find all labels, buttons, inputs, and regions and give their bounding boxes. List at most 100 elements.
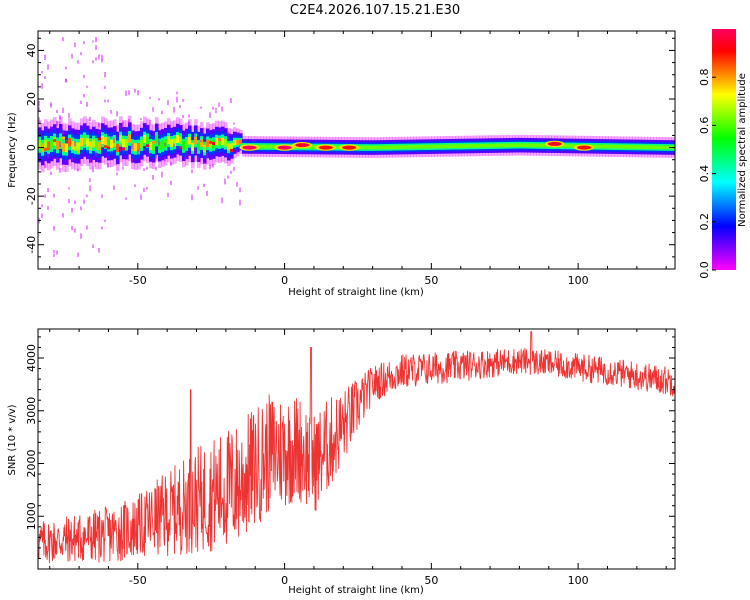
spectrogram-cell: [569, 144, 573, 148]
spectrogram-speckle: [167, 192, 169, 198]
spectrogram-cell: [572, 144, 576, 148]
spectrogram-x-tick-label: 50: [424, 274, 438, 287]
spectrogram-speckle: [74, 141, 76, 147]
spectrogram-cell: [116, 143, 120, 153]
spectrogram-speckle: [80, 233, 82, 239]
snr-y-tick-label: 4000: [25, 344, 38, 372]
spectrogram-speckle: [104, 71, 106, 78]
spectrogram-cell: [110, 139, 114, 148]
spectrogram-speckle: [68, 187, 70, 190]
spectrogram-speckle: [41, 71, 43, 74]
spectrogram-speckle: [44, 194, 46, 198]
spectrogram-cell: [161, 140, 165, 149]
spectrogram-cell: [314, 145, 318, 149]
spectrogram-speckle: [44, 163, 46, 168]
spectrogram-cell: [272, 144, 276, 149]
spectrogram-speckle: [230, 98, 232, 103]
spectrogram-speckle: [170, 180, 172, 185]
spectrogram-speckle: [164, 142, 166, 147]
spectrogram-speckle: [83, 94, 85, 98]
spectrogram-cell: [485, 143, 489, 148]
spectrogram-speckle: [95, 57, 97, 61]
spectrogram-speckle: [65, 160, 67, 163]
spectrogram-speckle: [68, 125, 70, 131]
spectrogram-cell: [500, 143, 504, 148]
spectrogram-cell: [197, 143, 201, 151]
spectrogram-hot-spot: [295, 143, 310, 148]
spectrogram-cell: [410, 145, 414, 149]
spectrogram-heatmap: [38, 37, 675, 258]
spectrogram-speckle: [95, 37, 97, 43]
spectrogram-cell: [425, 144, 429, 149]
spectrogram-cell: [206, 139, 210, 148]
colorbar-tick-label: 0.6: [698, 117, 711, 134]
spectrogram-speckle: [80, 100, 82, 104]
spectrogram-hot-spot: [547, 141, 562, 146]
spectrogram-cell: [542, 143, 546, 148]
spectrogram-speckle: [86, 225, 88, 230]
spectrogram-hot-pixel: [212, 142, 216, 146]
snr-y-axis-label: SNR (10 * v/v): [7, 404, 18, 475]
spectrogram-cell: [437, 144, 441, 149]
spectrogram-y-axis-label: Frequency (Hz): [7, 112, 18, 188]
spectrogram-hot-pixel: [230, 148, 234, 152]
spectrogram-cell: [65, 143, 69, 153]
spectrogram-speckle: [83, 199, 85, 204]
spectrogram-speckle: [74, 228, 76, 233]
spectrogram-cell: [209, 141, 213, 149]
spectrogram-cell: [656, 145, 660, 150]
spectrogram-cell: [494, 143, 498, 148]
spectrogram-cell: [335, 145, 339, 150]
spectrogram-cell: [59, 136, 63, 146]
spectrogram-speckle: [131, 143, 133, 149]
spectrogram-speckle: [89, 185, 91, 192]
spectrogram-cell: [452, 144, 456, 149]
spectrogram-speckle: [44, 76, 46, 79]
colorbar-gradient: [712, 29, 736, 270]
spectrogram-cell: [518, 143, 522, 147]
spectrogram-speckle: [236, 181, 238, 187]
spectrogram-speckle: [164, 157, 166, 162]
spectrogram-speckle: [47, 206, 49, 210]
spectrogram-cell: [77, 142, 81, 151]
spectrogram-speckle: [239, 199, 241, 206]
spectrogram-cell: [404, 145, 408, 149]
spectrogram-cell: [113, 138, 117, 147]
spectrogram-speckle: [71, 53, 73, 59]
spectrogram-cell: [164, 139, 168, 148]
spectrogram-cell: [152, 142, 156, 151]
spectrogram-cell: [119, 135, 123, 144]
spectrogram-cell: [470, 144, 474, 148]
spectrogram-hot-pixel: [107, 146, 111, 150]
spectrogram-cell: [416, 145, 420, 149]
spectrogram-cell: [188, 136, 192, 145]
spectrogram-speckle: [50, 104, 52, 108]
spectrogram-speckle: [59, 141, 61, 148]
spectrogram-speckle: [47, 187, 49, 193]
spectrogram-hot-spot: [318, 145, 333, 150]
spectrogram-speckle: [56, 156, 58, 161]
spectrogram-speckle: [53, 193, 55, 198]
spectrogram-hot-pixel: [146, 144, 150, 148]
spectrogram-speckle: [149, 119, 151, 125]
spectrogram-speckle: [143, 187, 145, 193]
spectrogram-speckle: [119, 146, 121, 153]
spectrogram-cell: [539, 143, 543, 148]
spectrogram-cell: [434, 144, 438, 149]
spectrogram-cell: [95, 141, 99, 150]
spectrogram-cell: [89, 141, 93, 151]
chart-title: C2E4.2026.107.15.21.E30: [290, 3, 460, 18]
spectrogram-speckle: [179, 105, 181, 109]
spectrogram-speckle: [89, 178, 91, 183]
colorbar-ticks: 0.0 0.2 0.4 0.6 0.8: [698, 68, 716, 279]
spectrogram-cell: [125, 139, 129, 148]
spectrogram-cell: [515, 143, 519, 148]
spectrogram-speckle: [134, 184, 136, 188]
spectrogram-panel: -50 0 50 100 -40 -20 0 20 40 Height of straight…: [7, 30, 676, 298]
spectrogram-cell: [311, 145, 315, 149]
spectrogram-speckle: [62, 37, 64, 42]
spectrogram-cell: [239, 139, 243, 144]
spectrogram-speckle: [86, 194, 88, 198]
spectrogram-speckle: [122, 121, 124, 127]
spectrogram-cell: [269, 144, 273, 149]
